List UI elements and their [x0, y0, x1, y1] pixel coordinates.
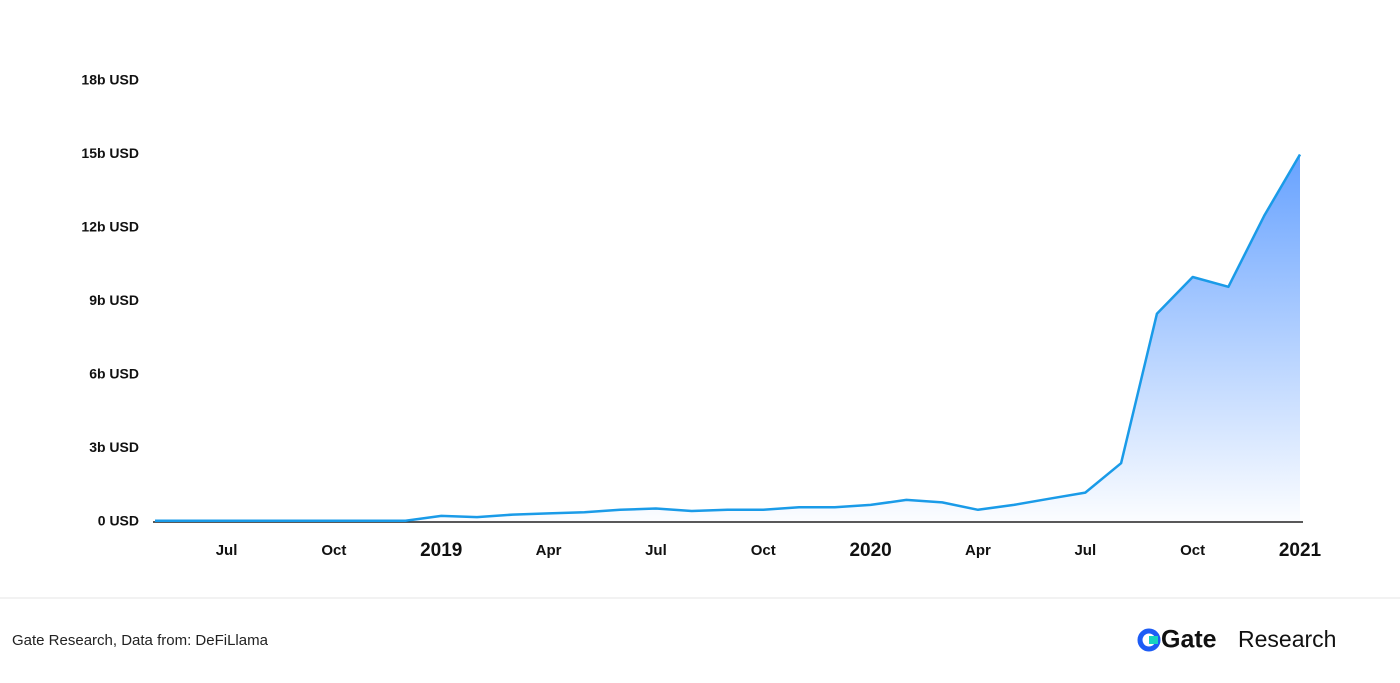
x-tick-label: Jul	[216, 542, 238, 559]
y-tick-label: 3b USD	[89, 439, 139, 455]
x-tick-label: Oct	[1180, 542, 1205, 559]
x-tick-label: 2019	[420, 540, 462, 561]
x-tick-label: Jul	[1074, 542, 1096, 559]
y-tick-label: 12b USD	[81, 219, 139, 235]
x-tick-label: 2021	[1279, 540, 1322, 561]
y-tick-label: 9b USD	[89, 292, 139, 308]
y-tick-label: 15b USD	[81, 145, 139, 161]
x-tick-label: Jul	[645, 542, 667, 559]
y-tick-label: 0 USD	[98, 513, 139, 529]
logo-icon-accent	[1149, 636, 1158, 644]
x-tick-label: Oct	[321, 542, 346, 559]
x-tick-label: Apr	[536, 542, 562, 559]
logo: Gate Research	[1137, 626, 1336, 654]
y-tick-label: 18b USD	[81, 72, 139, 88]
logo-text: Research	[1238, 626, 1336, 652]
logo-brand: Gate	[1161, 626, 1217, 654]
x-tick-label: 2020	[849, 540, 891, 561]
x-tick-label: Apr	[965, 542, 991, 559]
source-note: Gate Research, Data from: DeFiLlama	[12, 632, 269, 649]
x-tick-label: Oct	[751, 542, 776, 559]
y-tick-label: 6b USD	[89, 366, 139, 382]
area-line	[155, 153, 1302, 523]
area-fill	[155, 154, 1300, 522]
